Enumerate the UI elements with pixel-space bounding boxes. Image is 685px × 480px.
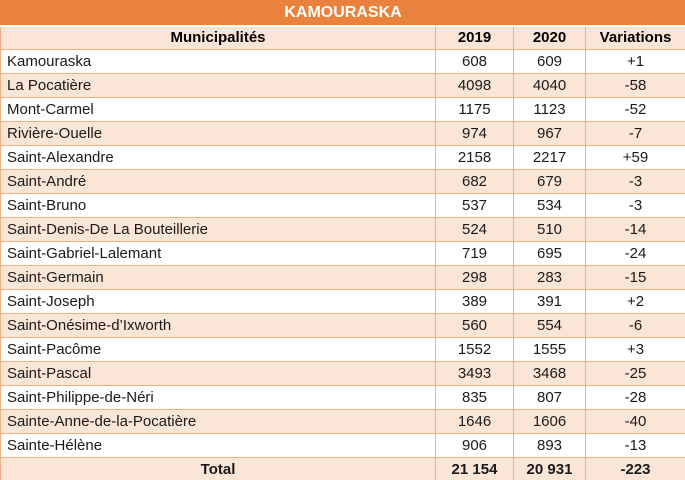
value-2020-cell: 1606 <box>513 409 586 434</box>
table-row: Saint-Germain 298 283 -15 <box>0 265 685 290</box>
municipality-cell: Saint-Joseph <box>0 289 436 314</box>
municipality-cell: Saint-Onésime-d’Ixworth <box>0 313 436 338</box>
value-2019-cell: 4098 <box>435 73 514 98</box>
total-label: Total <box>0 457 436 480</box>
variation-cell: -3 <box>584 193 685 218</box>
variation-cell: -40 <box>584 409 685 434</box>
value-2019-cell: 1552 <box>435 337 514 362</box>
municipality-cell: Saint-Philippe-de-Néri <box>0 385 436 410</box>
table-body: Kamouraska 608 609 +1 La Pocatière 4098 4040 -5… <box>0 49 685 458</box>
table-row: Sainte-Hélène 906 893 -13 <box>0 433 685 458</box>
value-2019-cell: 389 <box>435 289 514 314</box>
value-2019-cell: 682 <box>435 169 514 194</box>
table-row: Saint-Alexandre 2158 2217 +59 <box>0 145 685 170</box>
value-2020-cell: 534 <box>513 193 586 218</box>
value-2020-cell: 1555 <box>513 337 586 362</box>
variation-cell: -28 <box>584 385 685 410</box>
total-2020: 20 931 <box>513 457 586 480</box>
value-2020-cell: 510 <box>513 217 586 242</box>
value-2020-cell: 893 <box>513 433 586 458</box>
table-row: Rivière-Ouelle 974 967 -7 <box>0 121 685 146</box>
table-title-row: KAMOURASKA <box>0 0 685 27</box>
table-row: Saint-Denis-De La Bouteillerie 524 510 -14 <box>0 217 685 242</box>
variation-cell: -14 <box>584 217 685 242</box>
variation-cell: -58 <box>584 73 685 98</box>
municipality-cell: Saint-Denis-De La Bouteillerie <box>0 217 436 242</box>
variation-cell: -24 <box>584 241 685 266</box>
table-row: La Pocatière 4098 4040 -58 <box>0 73 685 98</box>
table-row: Saint-André 682 679 -3 <box>0 169 685 194</box>
column-header-variations: Variations <box>584 25 685 50</box>
value-2020-cell: 3468 <box>513 361 586 386</box>
municipality-cell: Saint-Germain <box>0 265 436 290</box>
municipality-cell: La Pocatière <box>0 73 436 98</box>
total-variation: -223 <box>584 457 685 480</box>
table-row: Saint-Pascal 3493 3468 -25 <box>0 361 685 386</box>
value-2020-cell: 695 <box>513 241 586 266</box>
column-header-municipality: Municipalités <box>0 25 436 50</box>
table-row: Saint-Gabriel-Lalemant 719 695 -24 <box>0 241 685 266</box>
municipality-cell: Kamouraska <box>0 49 436 74</box>
total-2019: 21 154 <box>435 457 514 480</box>
variation-cell: +59 <box>584 145 685 170</box>
value-2019-cell: 560 <box>435 313 514 338</box>
municipality-cell: Sainte-Hélène <box>0 433 436 458</box>
variation-cell: -3 <box>584 169 685 194</box>
value-2020-cell: 967 <box>513 121 586 146</box>
variation-cell: +2 <box>584 289 685 314</box>
value-2019-cell: 537 <box>435 193 514 218</box>
value-2020-cell: 554 <box>513 313 586 338</box>
value-2019-cell: 2158 <box>435 145 514 170</box>
value-2019-cell: 835 <box>435 385 514 410</box>
variation-cell: +1 <box>584 49 685 74</box>
municipality-cell: Saint-Gabriel-Lalemant <box>0 241 436 266</box>
table-row: Sainte-Anne-de-la-Pocatière 1646 1606 -40 <box>0 409 685 434</box>
municipality-cell: Sainte-Anne-de-la-Pocatière <box>0 409 436 434</box>
table-row: Saint-Onésime-d’Ixworth 560 554 -6 <box>0 313 685 338</box>
variation-cell: -7 <box>584 121 685 146</box>
value-2019-cell: 298 <box>435 265 514 290</box>
variation-cell: -25 <box>584 361 685 386</box>
table-row: Saint-Pacôme 1552 1555 +3 <box>0 337 685 362</box>
value-2019-cell: 524 <box>435 217 514 242</box>
value-2019-cell: 1175 <box>435 97 514 122</box>
municipality-cell: Saint-Bruno <box>0 193 436 218</box>
table-row: Saint-Philippe-de-Néri 835 807 -28 <box>0 385 685 410</box>
municipality-cell: Mont-Carmel <box>0 97 436 122</box>
table-title: KAMOURASKA <box>0 0 685 27</box>
value-2020-cell: 807 <box>513 385 586 410</box>
value-2020-cell: 1123 <box>513 97 586 122</box>
variation-cell: -6 <box>584 313 685 338</box>
table-row: Saint-Joseph 389 391 +2 <box>0 289 685 314</box>
municipality-cell: Saint-André <box>0 169 436 194</box>
value-2020-cell: 283 <box>513 265 586 290</box>
value-2019-cell: 608 <box>435 49 514 74</box>
value-2020-cell: 391 <box>513 289 586 314</box>
municipality-cell: Saint-Alexandre <box>0 145 436 170</box>
value-2019-cell: 719 <box>435 241 514 266</box>
value-2020-cell: 4040 <box>513 73 586 98</box>
value-2019-cell: 1646 <box>435 409 514 434</box>
table-row: Saint-Bruno 537 534 -3 <box>0 193 685 218</box>
value-2019-cell: 3493 <box>435 361 514 386</box>
municipality-cell: Saint-Pacôme <box>0 337 436 362</box>
value-2020-cell: 679 <box>513 169 586 194</box>
variation-cell: -15 <box>584 265 685 290</box>
variation-cell: -52 <box>584 97 685 122</box>
total-row: Total 21 154 20 931 -223 <box>0 457 685 480</box>
value-2020-cell: 609 <box>513 49 586 74</box>
table-row: Mont-Carmel 1175 1123 -52 <box>0 97 685 122</box>
table-header-row: Municipalités 2019 2020 Variations <box>0 25 685 50</box>
table-row: Kamouraska 608 609 +1 <box>0 49 685 74</box>
municipality-cell: Saint-Pascal <box>0 361 436 386</box>
variation-cell: -13 <box>584 433 685 458</box>
value-2019-cell: 974 <box>435 121 514 146</box>
variation-cell: +3 <box>584 337 685 362</box>
value-2019-cell: 906 <box>435 433 514 458</box>
value-2020-cell: 2217 <box>513 145 586 170</box>
column-header-2019: 2019 <box>435 25 514 50</box>
column-header-2020: 2020 <box>513 25 586 50</box>
municipality-cell: Rivière-Ouelle <box>0 121 436 146</box>
